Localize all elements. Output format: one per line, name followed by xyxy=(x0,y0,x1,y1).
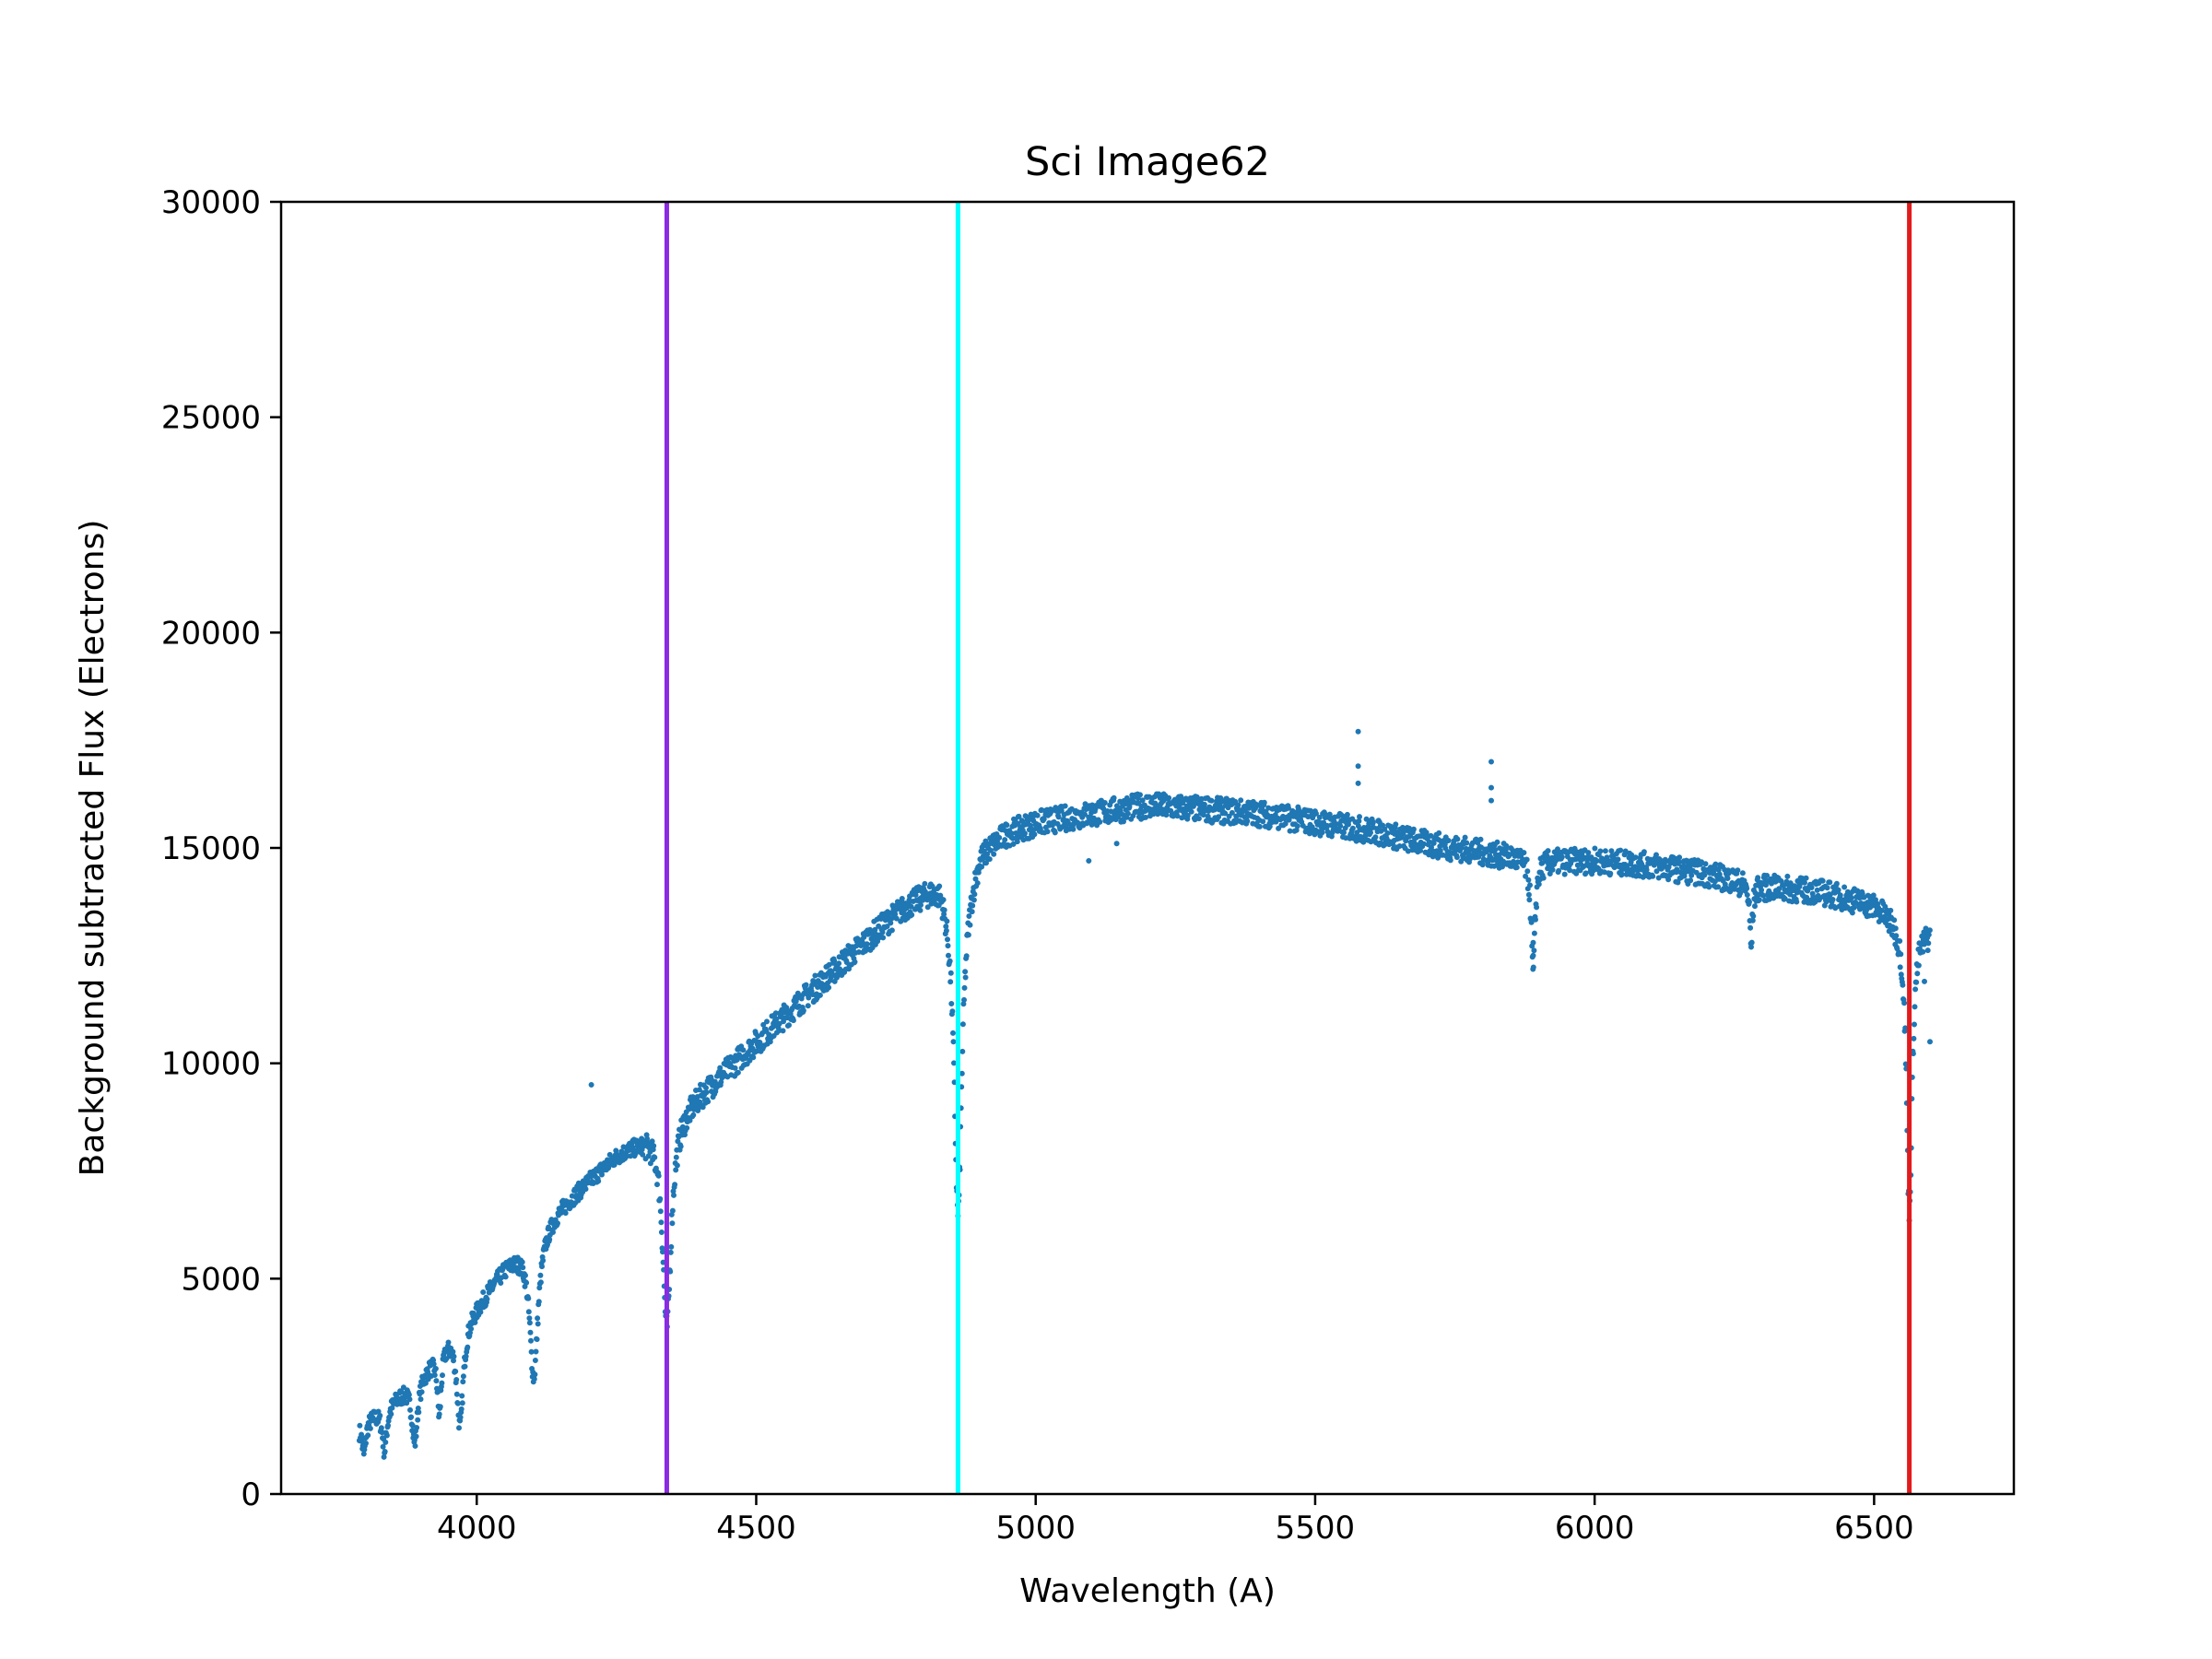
plot-area xyxy=(356,202,1933,1494)
y-tick-label: 30000 xyxy=(161,184,261,221)
y-tick-label: 10000 xyxy=(161,1046,261,1083)
x-tick-label: 6000 xyxy=(1555,1510,1635,1547)
x-axis-label: Wavelength (A) xyxy=(1019,1572,1276,1610)
x-tick-label: 4500 xyxy=(716,1510,796,1547)
axes-layer: 4000 4500 5000 5500 6000 6500 0 5000 10000 15000 2… xyxy=(161,184,1914,1547)
chart-title: Sci Image62 xyxy=(1025,139,1270,185)
x-tick-label: 4000 xyxy=(437,1510,517,1547)
y-tick-label: 15000 xyxy=(161,830,261,867)
x-tick-label: 5000 xyxy=(995,1510,1076,1547)
x-tick-label: 6500 xyxy=(1834,1510,1914,1547)
y-tick-label: 5000 xyxy=(181,1261,261,1298)
y-tick-label: 0 xyxy=(241,1477,261,1513)
x-tick-label: 5500 xyxy=(1276,1510,1356,1547)
y-tick-label: 20000 xyxy=(161,615,261,652)
y-axis-label: Background subtracted Flux (Electrons) xyxy=(74,520,112,1177)
y-tick-label: 25000 xyxy=(161,400,261,437)
plot-layer xyxy=(356,202,1933,1494)
